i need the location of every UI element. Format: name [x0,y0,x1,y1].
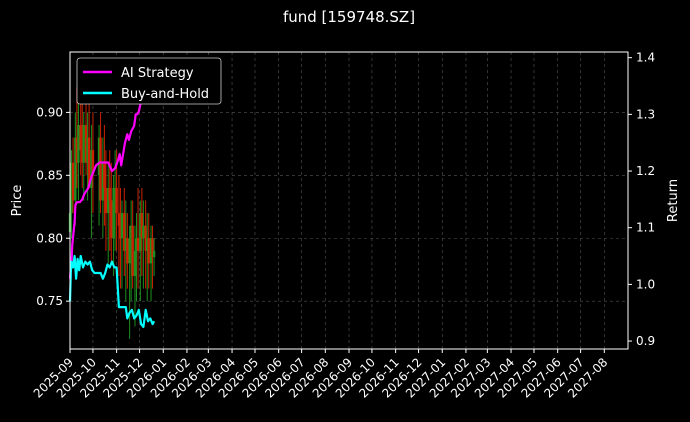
candle-body [152,250,156,258]
legend-label: AI Strategy [121,66,194,81]
candle-body [119,225,122,239]
candle-body [71,162,75,201]
candle-body [101,162,105,201]
candle-body [108,187,111,201]
candle-body [107,187,110,214]
candle-body [135,238,138,251]
y2-tick-label: 1.2 [636,164,655,178]
candle-body [84,124,88,163]
candle-body [70,162,73,214]
series-line-0 [68,74,156,279]
candle-body [124,238,127,251]
y-tick-label: 0.90 [36,105,63,119]
y2-tick-label: 0.9 [636,334,655,348]
candle-body [110,200,113,239]
legend-box [76,57,222,105]
candle-body [142,225,145,239]
candle-body [99,137,102,201]
legend-label: Buy-and-Hold [121,87,209,102]
candle-body [112,187,115,239]
candle-body [97,137,101,176]
y2-tick-label: 1.0 [636,277,655,291]
x-axis: 2025-092025-102025-112025-122026-012026-… [31,349,610,401]
chart-title: fund [159748.SZ] [283,8,415,26]
candle-body [131,225,134,277]
candle-body [79,124,82,151]
candle-body [147,238,150,264]
y-tick-label: 0.85 [36,168,63,182]
candle-body [75,137,79,163]
legend: AI Strategy Buy-and-Hold [76,57,222,105]
y-axis-label: Price [10,185,25,217]
y-axis-price: 0.75 0.80 0.85 0.90 [36,105,70,308]
candle-body [74,137,77,201]
candle-body [120,213,124,239]
series-line-1 [68,254,156,328]
candle-body [126,238,129,264]
candle-body [136,238,140,251]
y2-axis-label: Return [666,179,681,222]
candle-body [103,162,106,188]
line-series [68,74,156,328]
candle-body [104,187,108,214]
candle-body [149,238,153,264]
y2-tick-label: 1.4 [636,51,655,65]
candle-body [77,124,80,163]
candle-body [133,250,137,277]
candle-body [86,137,89,163]
candle-body [117,213,121,226]
candle-body [123,213,126,251]
y2-tick-label: 1.1 [636,221,655,235]
candle-body [146,238,149,251]
y-axis-return: 0.9 1.0 1.1 1.2 1.3 1.4 [628,51,655,348]
candle-body [144,225,147,251]
candle-body [91,150,95,176]
candle-body [81,150,84,163]
y-tick-label: 0.80 [36,231,63,245]
candle-body [115,187,118,214]
y-tick-label: 0.75 [36,294,63,308]
candle-body [90,150,93,188]
candle-body [128,238,131,264]
candle-body [82,124,85,163]
candle-body [87,137,91,188]
candle-body [140,213,144,239]
candle-body [151,238,154,258]
candlestick-series [68,74,156,339]
candle-body [129,225,133,239]
candle-body [139,213,142,251]
candle-body [113,187,117,189]
grid-lines [69,52,628,349]
y2-tick-label: 1.3 [636,107,655,121]
